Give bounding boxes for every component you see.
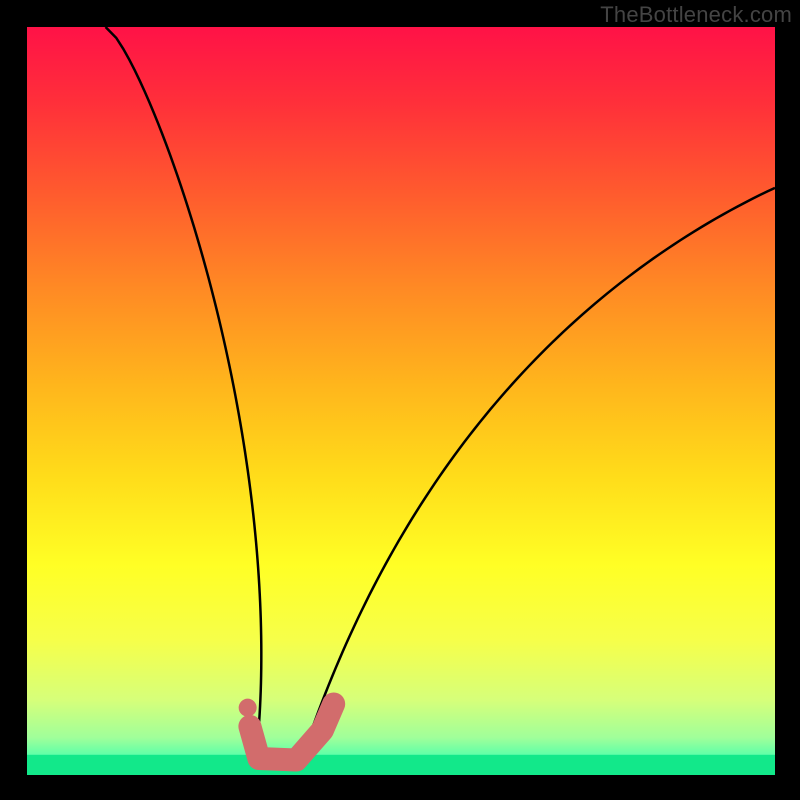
plot-area [27, 27, 775, 775]
chart-container: TheBottleneck.com [0, 0, 800, 800]
marker-dot [239, 699, 257, 717]
watermark-text: TheBottleneck.com [600, 2, 792, 28]
